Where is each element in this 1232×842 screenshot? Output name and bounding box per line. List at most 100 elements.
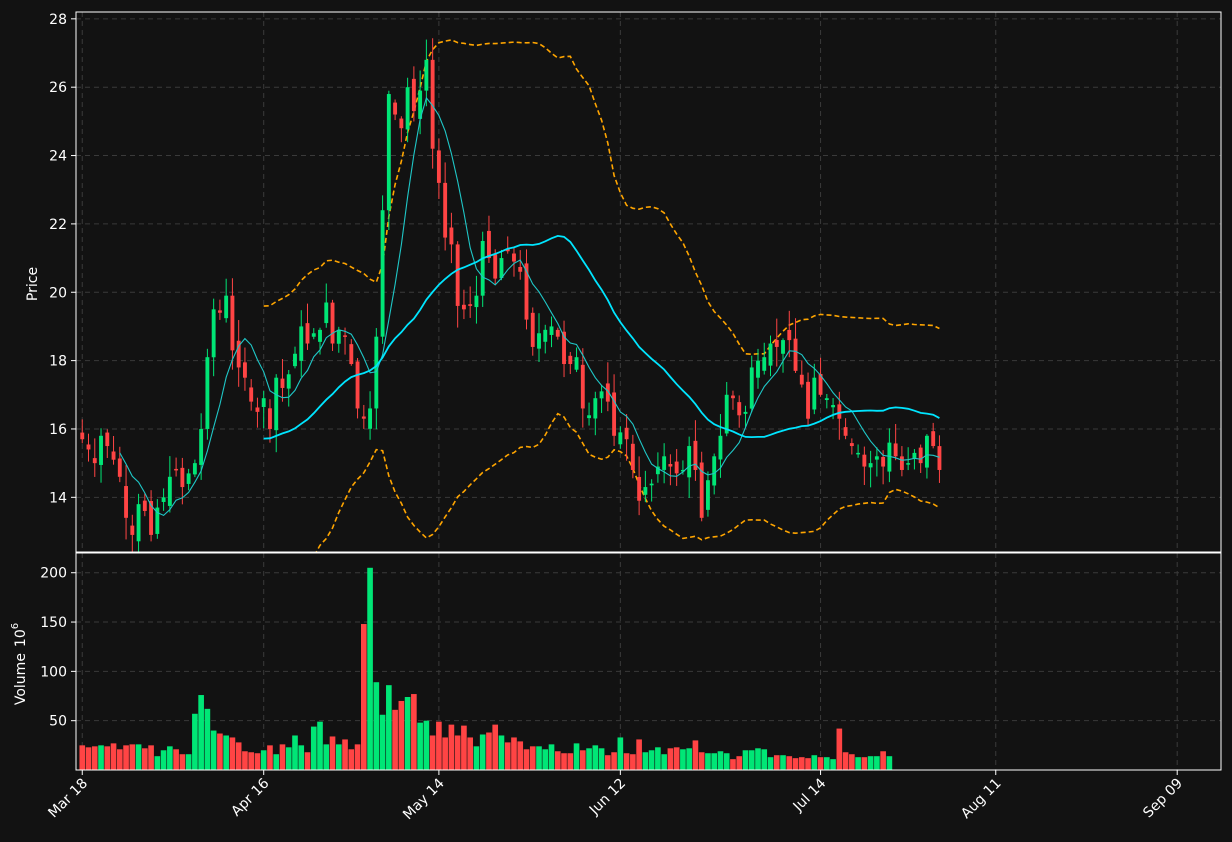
candle-body xyxy=(255,407,260,412)
candle-body xyxy=(743,411,748,414)
volume-bar xyxy=(185,754,192,770)
volume-grid xyxy=(76,553,1221,770)
volume-bar xyxy=(454,735,461,770)
candle-body xyxy=(393,102,398,115)
volume-bar xyxy=(229,737,236,770)
volume-bar xyxy=(173,749,179,770)
volume-bar xyxy=(723,753,730,770)
volume-bar xyxy=(861,757,868,770)
candle-body xyxy=(899,456,904,470)
volume-bar xyxy=(736,756,743,770)
candle-body xyxy=(355,361,360,409)
candle-body xyxy=(918,447,923,464)
candle-body xyxy=(174,468,179,471)
volume-bar xyxy=(805,758,811,770)
volume-bar xyxy=(85,747,92,770)
volume-bar xyxy=(817,757,824,770)
volume-bar xyxy=(592,745,599,770)
volume-bar xyxy=(773,755,780,770)
volume-plot xyxy=(79,567,893,770)
volume-bar xyxy=(742,750,749,770)
candle-body xyxy=(461,304,466,310)
volume-bar xyxy=(373,682,380,770)
volume-bar xyxy=(523,749,530,770)
volume-bar xyxy=(886,756,893,770)
candle-body xyxy=(537,333,541,349)
volume-bar xyxy=(529,746,536,770)
candle-body xyxy=(242,362,247,378)
candle-body xyxy=(637,476,642,501)
ma-short-line xyxy=(119,96,940,517)
candle-body xyxy=(555,329,560,337)
candle-body xyxy=(530,312,535,347)
volume-bar xyxy=(379,714,386,770)
xtick-label: Mar 18 xyxy=(45,776,91,822)
candle-body xyxy=(912,452,917,459)
volume-bar xyxy=(398,700,405,770)
candle-body xyxy=(693,440,698,470)
candle-body xyxy=(136,504,141,542)
volume-bar xyxy=(548,744,555,770)
volume-bar xyxy=(630,754,636,770)
candle-body xyxy=(881,457,886,467)
candle-body xyxy=(668,464,673,467)
volume-bar xyxy=(360,624,367,770)
candle-body xyxy=(130,525,135,535)
candle-body xyxy=(824,398,829,401)
candle-body xyxy=(593,398,598,419)
candle-body xyxy=(568,355,573,365)
candle-body xyxy=(380,210,385,337)
candle-body xyxy=(217,310,222,313)
candle-body xyxy=(699,462,704,518)
volume-bar xyxy=(605,755,611,770)
volume-bar xyxy=(160,750,167,770)
candle-body xyxy=(605,383,610,402)
price-ytick-label: 22 xyxy=(49,217,67,233)
volume-bar xyxy=(573,743,580,770)
candle-body xyxy=(499,258,504,279)
candle-body xyxy=(849,443,854,447)
price-frame xyxy=(75,11,1222,553)
volume-bar xyxy=(254,753,261,770)
candle-body xyxy=(574,357,579,370)
candle-body xyxy=(781,340,785,354)
candle-body xyxy=(117,458,122,477)
candle-body xyxy=(167,476,172,506)
candle-body xyxy=(299,326,304,361)
xtick-label: May 14 xyxy=(400,775,448,823)
candle-body xyxy=(487,230,491,259)
candle-body xyxy=(937,446,942,470)
volume-bar xyxy=(116,749,123,770)
volume-bar xyxy=(167,746,173,770)
volume-bar xyxy=(698,752,705,770)
volume-ytick-label: 150 xyxy=(40,615,67,631)
volume-bar xyxy=(880,751,886,770)
volume-bar xyxy=(511,737,517,770)
candle-body xyxy=(893,443,898,457)
volume-bar xyxy=(392,709,398,770)
volume-bar xyxy=(492,724,499,770)
candle-body xyxy=(812,377,817,410)
candle-body xyxy=(405,87,410,130)
volume-bar xyxy=(467,737,473,770)
volume-bar xyxy=(98,745,104,770)
volume-bar xyxy=(579,750,586,770)
candle-body xyxy=(293,353,297,367)
volume-bar xyxy=(755,748,761,770)
candle-body xyxy=(318,329,322,342)
candle-body xyxy=(149,501,154,535)
candle-body xyxy=(180,467,185,488)
volume-bar xyxy=(661,754,667,770)
candle-body xyxy=(274,377,279,431)
volume-axis-title-exponent: 6 xyxy=(10,623,21,629)
price-ytick-label: 28 xyxy=(49,12,67,28)
xtick-label: Apr 16 xyxy=(228,775,272,819)
upper-band-line xyxy=(263,39,940,356)
candle-body xyxy=(286,374,291,389)
candle-body xyxy=(230,295,235,351)
volume-bar xyxy=(830,759,836,770)
candle-body xyxy=(655,466,660,475)
candle-body xyxy=(493,254,498,279)
candle-body xyxy=(737,402,742,416)
